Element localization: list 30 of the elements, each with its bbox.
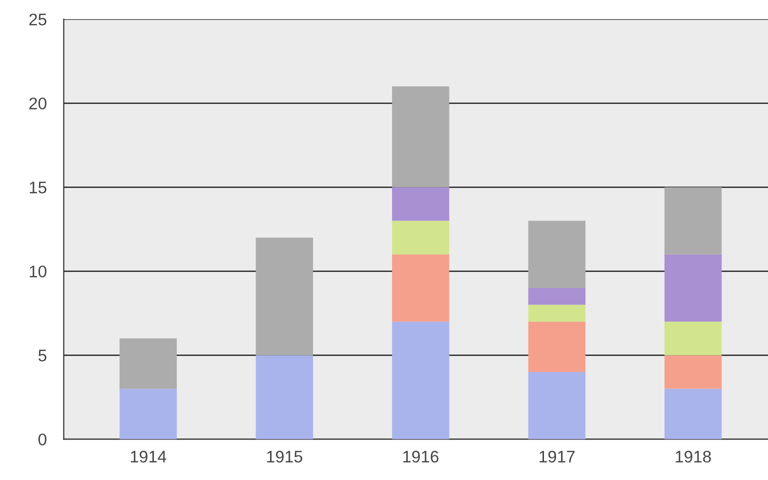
bar [528, 304, 586, 322]
x-tick-label: 1914 [130, 450, 166, 463]
x-tick-label: 1916 [403, 450, 438, 463]
bar [528, 220, 586, 288]
bar [392, 86, 450, 188]
bar [256, 355, 314, 440]
y-tick-label: 10 [30, 266, 46, 278]
bar [120, 388, 177, 440]
bar [664, 254, 722, 322]
x-tick-label: 1915 [267, 450, 302, 463]
bar [120, 338, 177, 389]
bar [392, 187, 450, 221]
bar [528, 288, 586, 305]
bar [392, 254, 450, 322]
bar [664, 187, 722, 254]
bar [528, 372, 586, 440]
x-tick-label: 1918 [676, 450, 711, 463]
bar [664, 322, 722, 356]
y-tick-label: 5 [38, 350, 46, 362]
bar [392, 220, 450, 254]
bar [664, 388, 722, 440]
bar [664, 355, 722, 389]
y-tick-label: 25 [29, 14, 46, 26]
y-tick-label: 15 [30, 182, 46, 194]
y-tick-label: 20 [29, 98, 46, 110]
x-tick-label: 1917 [540, 450, 575, 463]
bar [392, 322, 450, 440]
bar [528, 322, 586, 372]
y-tick-label: 0 [38, 434, 46, 446]
bar [256, 238, 314, 356]
